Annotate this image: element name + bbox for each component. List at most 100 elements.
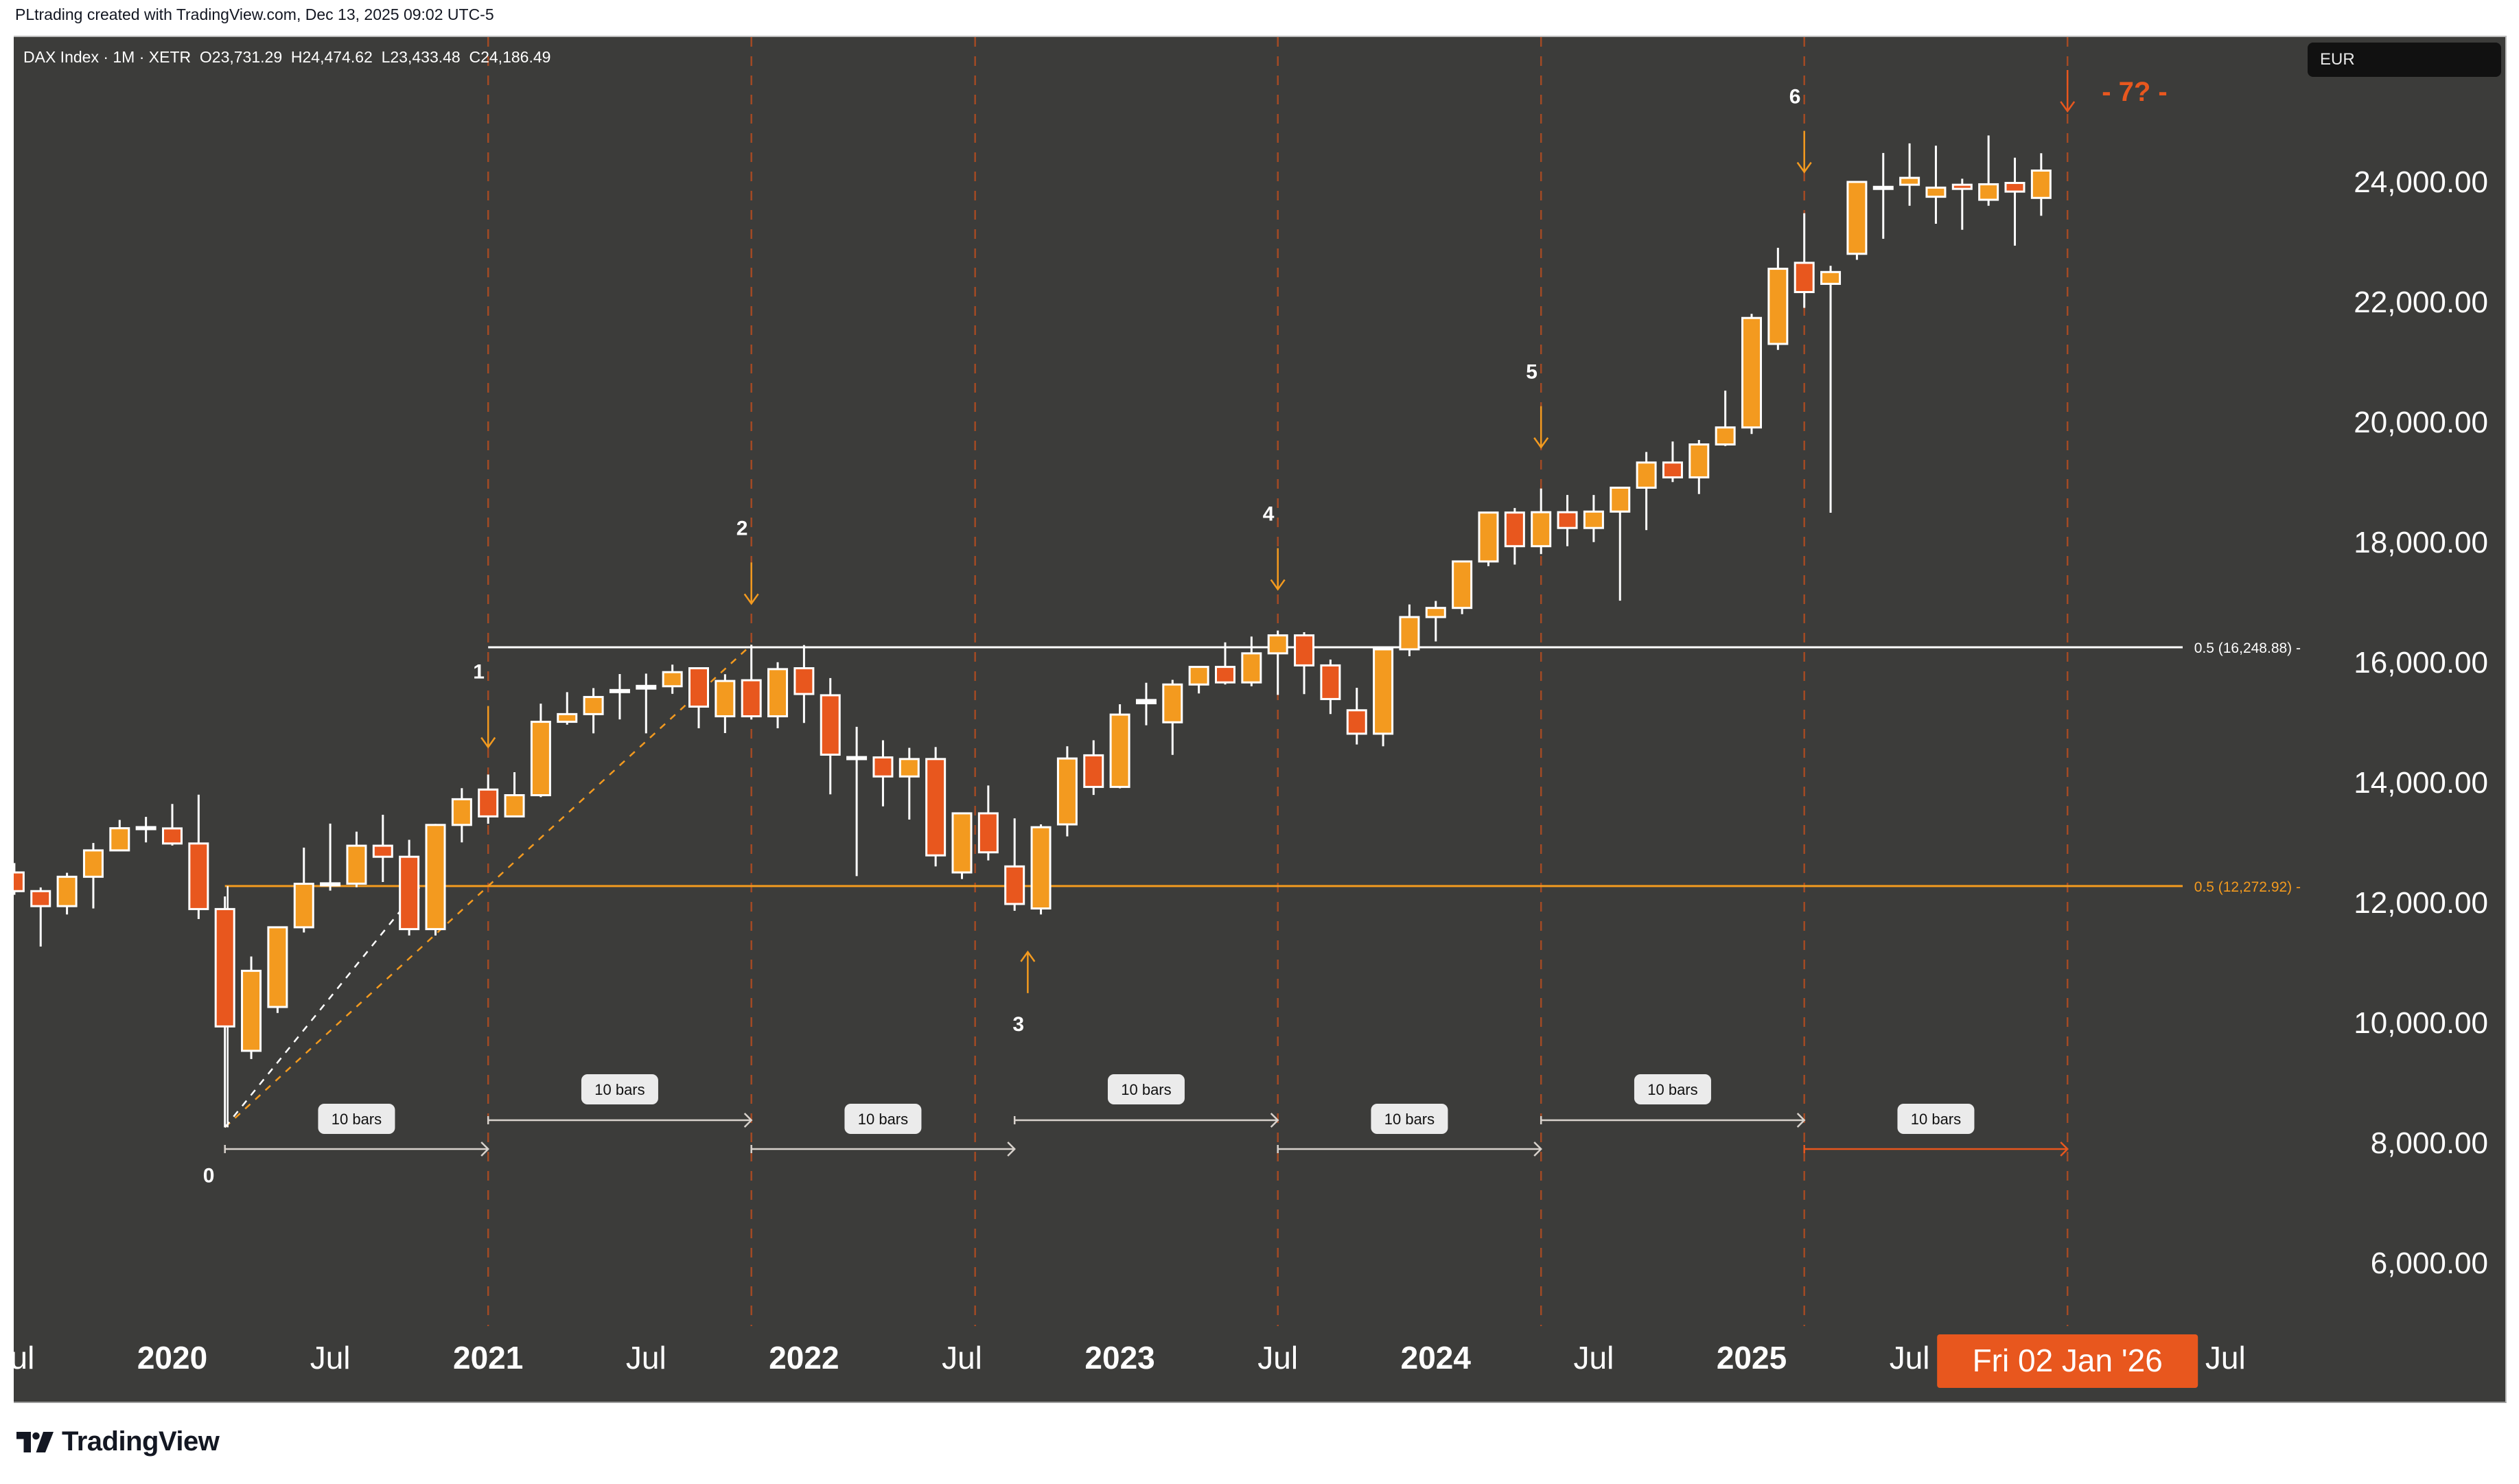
candle[interactable] [1109,704,1130,789]
candle[interactable] [1135,682,1157,726]
candle[interactable] [1030,824,1052,915]
candle[interactable] [56,872,78,915]
bar-count-label: 10 bars [1384,1111,1435,1128]
candle[interactable] [1346,687,1367,745]
bar-count-ruler[interactable]: 10 bars [1540,1074,1806,1128]
candle[interactable] [1320,659,1341,715]
candle[interactable] [1820,266,1842,513]
candle[interactable] [820,677,841,795]
candle[interactable] [1925,146,1947,224]
candle[interactable] [2004,157,2025,246]
candle[interactable] [925,747,947,867]
price-axis-label: 18,000.00 [2354,526,2488,559]
bar-count-ruler[interactable]: 10 bars [1013,1074,1279,1128]
candle[interactable] [609,674,630,720]
candle[interactable] [767,662,789,729]
candle[interactable] [2030,153,2052,216]
candle[interactable] [1373,648,1394,747]
candle[interactable] [951,812,973,879]
candle[interactable] [188,794,209,919]
candle[interactable] [1557,495,1578,546]
candle[interactable] [425,824,446,936]
candle[interactable] [399,839,420,936]
candle[interactable] [14,863,25,895]
bar-count-ruler[interactable]: 10 bars [1803,1104,2069,1157]
candle[interactable] [662,664,683,694]
candlestick-plot[interactable]: 0.5 (16,248.88) - 0.5 (12,272.92) - 0 1 2 3 4 5… [14,37,2505,1402]
candle[interactable] [320,823,341,891]
candle[interactable] [1610,487,1631,601]
candle[interactable] [688,667,709,729]
candle[interactable] [1636,452,1657,531]
candle[interactable] [1162,680,1183,755]
candle[interactable] [1188,666,1209,694]
candle[interactable] [1425,601,1446,642]
candle[interactable] [793,645,815,723]
candle[interactable] [1951,178,1973,230]
candle[interactable] [1715,391,1736,446]
candle[interactable] [846,726,868,877]
candle[interactable] [1899,143,1920,206]
fib-trendline[interactable] [224,644,752,1128]
candle[interactable] [1741,314,1762,434]
candle[interactable] [1846,181,1868,260]
candle[interactable] [135,817,156,843]
chart-pane[interactable]: 0.5 (16,248.88) - 0.5 (12,272.92) - 0 1 2 3 4 5… [14,36,2507,1403]
candle[interactable] [109,820,130,852]
candle[interactable] [504,772,525,818]
time-axis-label: Jul [310,1340,351,1376]
candle[interactable] [1767,248,1789,350]
fib-trendline[interactable] [224,883,423,1128]
candle[interactable] [1583,495,1604,542]
candle[interactable] [872,740,894,807]
candle[interactable] [1215,642,1235,685]
time-axis-label: Jul [2205,1340,2246,1376]
candle[interactable] [557,692,578,725]
candle[interactable] [451,788,472,843]
candle[interactable] [1294,632,1315,695]
candle[interactable] [478,774,499,824]
candle[interactable] [530,704,551,798]
candle[interactable] [715,674,736,734]
candle[interactable] [1978,135,1999,206]
candle[interactable] [346,831,367,888]
candle[interactable] [1794,213,1815,308]
candle[interactable] [583,688,604,734]
candle[interactable] [741,645,762,720]
candle[interactable] [1531,488,1552,555]
cycle-point-label: 1 [473,661,485,684]
candle[interactable] [241,956,262,1059]
candle[interactable] [636,673,657,734]
symbol-legend[interactable]: DAX Index · 1M · XETR O23,731.29 H24,474… [23,48,551,66]
price-axis-label: 8,000.00 [2371,1126,2488,1160]
candle[interactable] [1872,152,1894,239]
currency-selector[interactable]: EUR [2308,43,2501,77]
candle[interactable] [372,815,393,882]
bar-count-ruler[interactable]: 10 bars [487,1074,753,1128]
candle[interactable] [1004,818,1025,911]
candle[interactable] [1056,746,1078,837]
bar-count-ruler[interactable]: 10 bars [1277,1104,1542,1157]
candle[interactable] [1267,630,1288,695]
candle[interactable] [898,747,920,820]
candle[interactable] [1241,636,1262,686]
bar-count-ruler[interactable]: 10 bars [750,1104,1016,1157]
candle[interactable] [293,847,314,933]
candle[interactable] [30,887,51,947]
candle[interactable] [1399,604,1420,657]
candle[interactable] [977,785,999,861]
candle[interactable] [1504,508,1525,565]
candle[interactable] [214,896,235,1128]
chart-credit: PLtrading created with TradingView.com, … [15,5,494,23]
candle[interactable] [1452,560,1473,614]
bar-count-ruler[interactable]: 10 bars [224,1104,489,1157]
candle[interactable] [82,843,104,909]
candle[interactable] [1083,740,1104,796]
candle[interactable] [1478,511,1499,566]
candle[interactable] [1662,441,1683,483]
candle[interactable] [267,926,288,1013]
candle[interactable] [162,804,183,846]
time-axis-label: Jul [942,1340,982,1376]
cycle-point-label: - 7? - [2102,77,2168,107]
candle[interactable] [1688,440,1710,494]
